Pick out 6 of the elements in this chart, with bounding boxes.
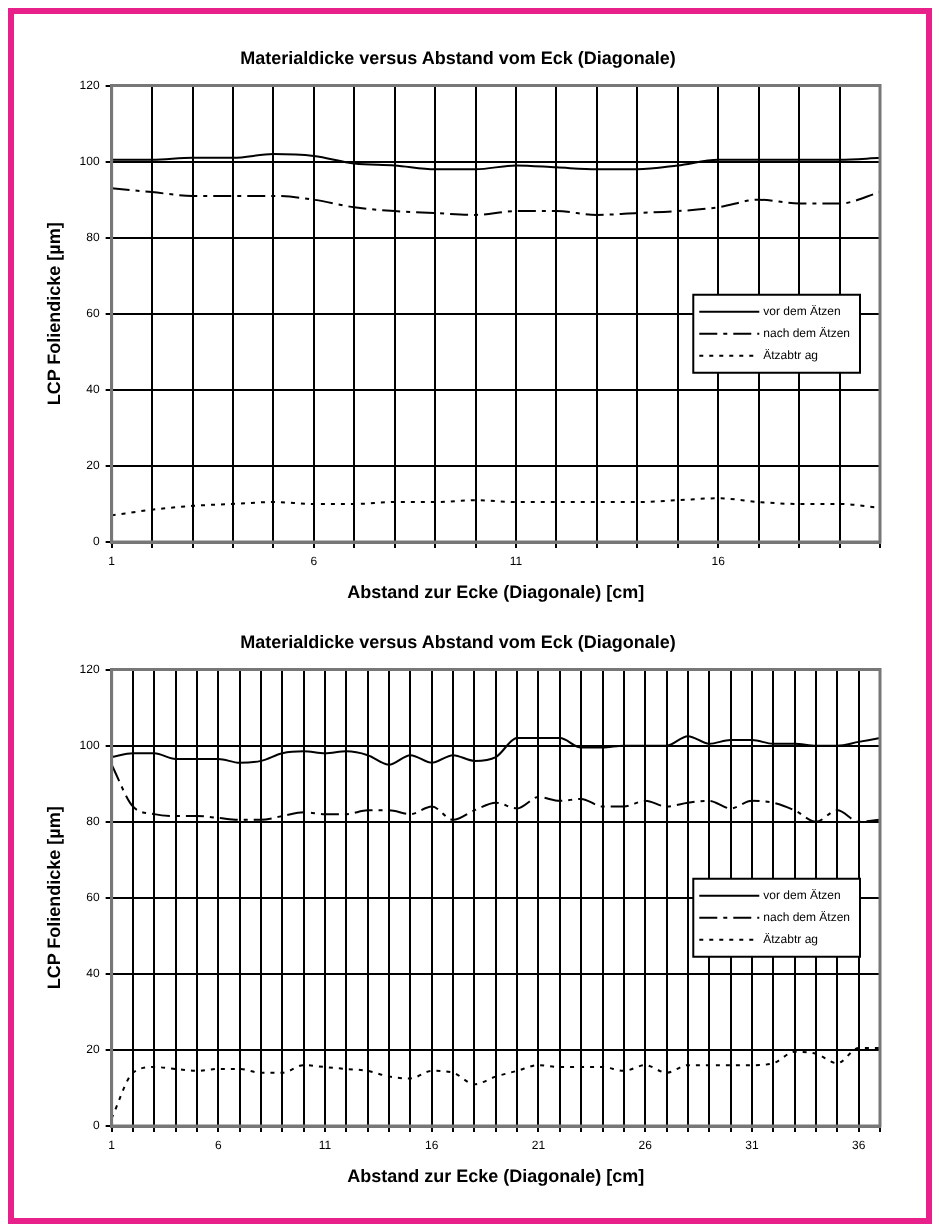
chart-title: Materialdicke versus Abstand vom Eck (Diagonale) xyxy=(240,631,676,652)
y-axis-title: LCP Foliendicke [µm] xyxy=(43,806,64,990)
chart-title: Materialdicke versus Abstand vom Eck (Diagonale) xyxy=(240,47,676,68)
y-axis-title: LCP Foliendicke [µm] xyxy=(43,222,64,406)
x-axis-title: Abstand zur Ecke (Diagonale) [cm] xyxy=(347,1166,645,1187)
x-axis-title: Abstand zur Ecke (Diagonale) [cm] xyxy=(347,582,645,603)
